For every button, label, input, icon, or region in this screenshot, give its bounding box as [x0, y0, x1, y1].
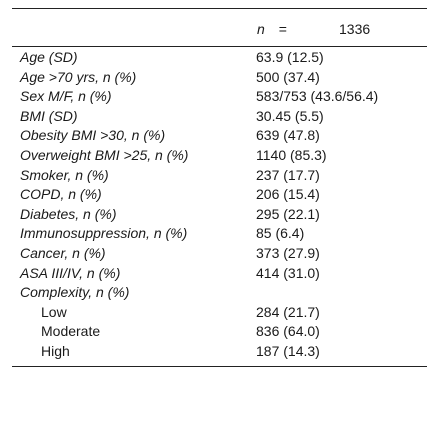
header-rule	[12, 46, 427, 47]
table-subrow: High 187 (14.3)	[12, 342, 427, 362]
row-value: 414 (31.0)	[256, 264, 320, 281]
table-row: BMI (SD) 30.45 (5.5)	[12, 107, 427, 127]
table-row: Age (SD) 63.9 (12.5)	[12, 48, 427, 68]
row-value: 639 (47.8)	[256, 127, 320, 144]
row-label: ASA III/IV, n (%)	[20, 264, 121, 281]
row-label: Age (SD)	[20, 49, 78, 65]
table-row: COPD, n (%) 206 (15.4)	[12, 185, 427, 205]
table-subrow: Moderate 836 (64.0)	[12, 322, 427, 342]
table-header: n = 1336	[12, 9, 427, 46]
row-value: 373 (27.9)	[256, 244, 320, 261]
table-row: Diabetes, n (%) 295 (22.1)	[12, 205, 427, 225]
row-label: Sex M/F, n (%)	[20, 88, 112, 105]
table-row: Sex M/F, n (%) 583/753 (43.6/56.4)	[12, 87, 427, 107]
row-label: Immunosuppression, n (%)	[20, 225, 188, 242]
table-row: ASA III/IV, n (%) 414 (31.0)	[12, 264, 427, 284]
row-value: 237 (17.7)	[256, 166, 320, 183]
row-label: Overweight BMI >25, n (%)	[20, 146, 189, 163]
row-label: Age >70 yrs, n (%)	[20, 68, 137, 85]
row-label: BMI (SD)	[20, 107, 78, 124]
row-label: Complexity, n (%)	[20, 284, 130, 301]
sample-size-value: 1336	[339, 21, 371, 37]
n-symbol: n	[257, 21, 265, 37]
subrow-value: 284 (21.7)	[256, 303, 320, 320]
subrow-label: High	[41, 342, 70, 359]
row-value: 85 (6.4)	[256, 225, 305, 242]
subrow-value: 836 (64.0)	[256, 323, 320, 340]
table-row: Cancer, n (%) 373 (27.9)	[12, 244, 427, 264]
row-label: Smoker, n (%)	[20, 166, 109, 183]
table-body: Age (SD) 63.9 (12.5) Age >70 yrs, n (%) 50…	[12, 47, 427, 362]
row-value: 500 (37.4)	[256, 68, 320, 85]
equals-sign: =	[278, 21, 287, 37]
row-value: 206 (15.4)	[256, 186, 320, 203]
table-row: Overweight BMI >25, n (%) 1140 (85.3)	[12, 146, 427, 166]
row-value: 295 (22.1)	[256, 205, 320, 222]
row-value: 583/753 (43.6/56.4)	[256, 88, 379, 105]
table-row: Smoker, n (%) 237 (17.7)	[12, 166, 427, 186]
row-value: 30.45 (5.5)	[256, 107, 324, 124]
row-label: Cancer, n (%)	[20, 244, 106, 261]
table-row: Obesity BMI >30, n (%) 639 (47.8)	[12, 126, 427, 146]
characteristics-table: n = 1336 Age (SD) 63.9 (12.5) Age >70 yrs…	[12, 8, 427, 367]
subrow-label: Moderate	[41, 323, 101, 340]
table-row: Age >70 yrs, n (%) 500 (37.4)	[12, 68, 427, 88]
row-value: 63.9 (12.5)	[256, 49, 324, 65]
subrow-label: Low	[41, 303, 67, 320]
row-value: 1140 (85.3)	[256, 146, 327, 163]
row-label: Diabetes, n (%)	[20, 205, 117, 222]
table-subrow: Low 284 (21.7)	[12, 303, 427, 323]
bottom-rule	[12, 365, 427, 367]
subrow-value: 187 (14.3)	[256, 342, 320, 359]
table-row: Complexity, n (%)	[12, 283, 427, 303]
table-row: Immunosuppression, n (%) 85 (6.4)	[12, 224, 427, 244]
top-rule	[12, 8, 427, 9]
row-label: Obesity BMI >30, n (%)	[20, 127, 166, 144]
row-label: COPD, n (%)	[20, 186, 102, 203]
sample-size-label: n =	[257, 21, 293, 37]
